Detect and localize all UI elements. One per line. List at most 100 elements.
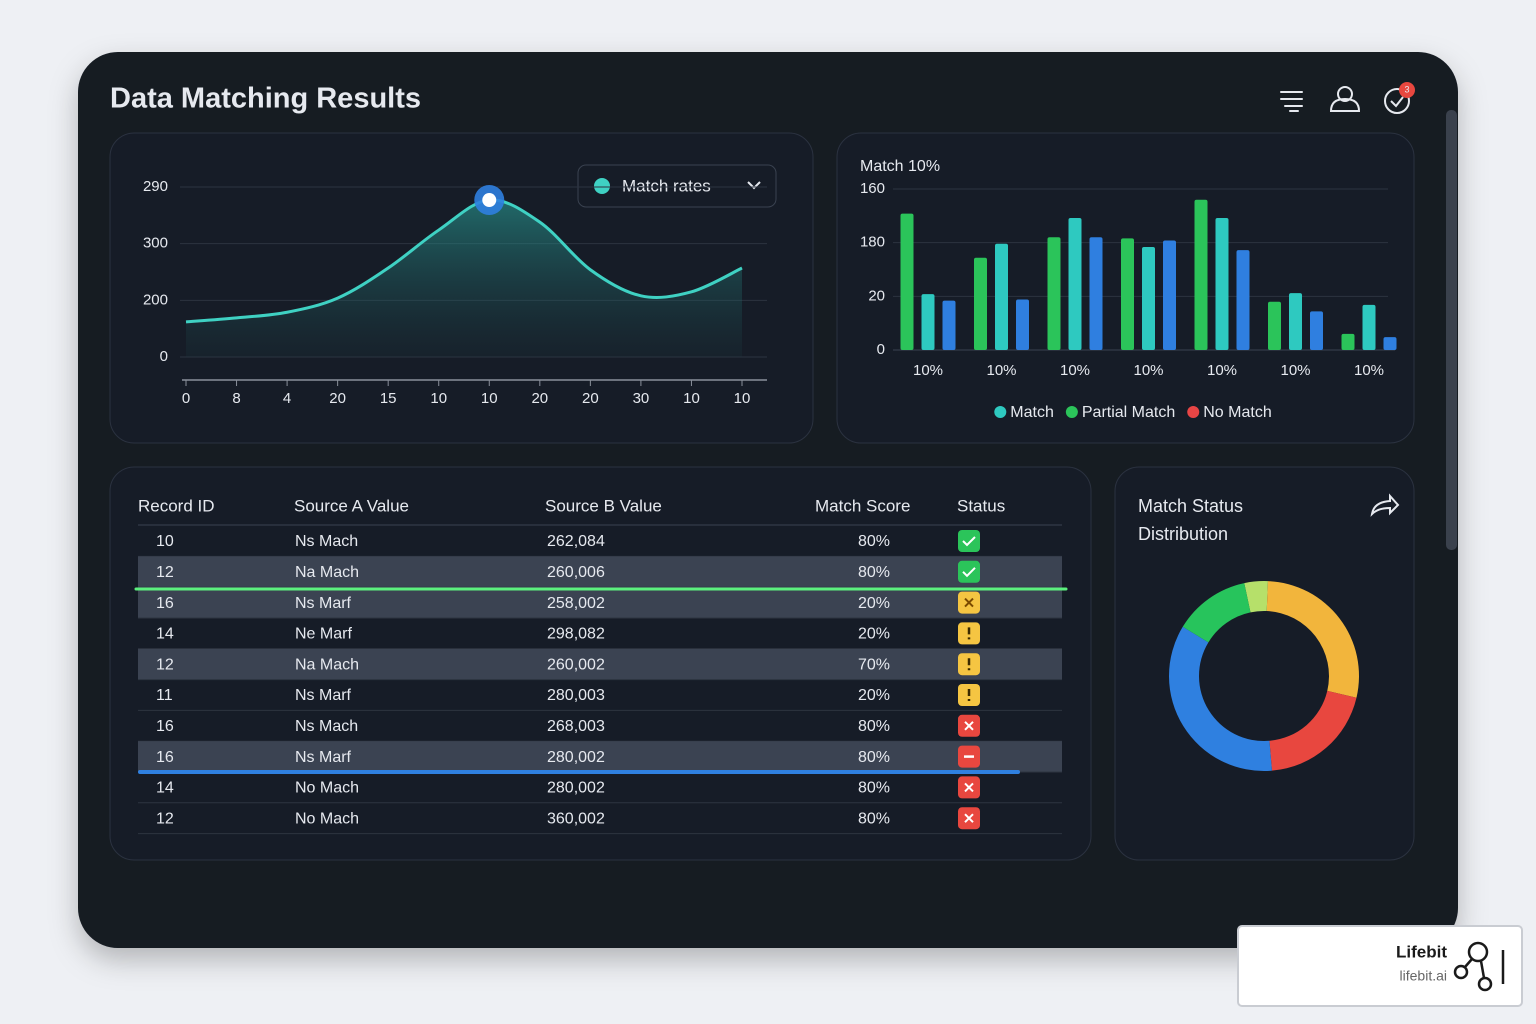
table-cell: No Mach bbox=[295, 810, 359, 827]
table-cell: 16 bbox=[156, 595, 174, 612]
status-icon bbox=[958, 807, 980, 830]
table-cell: 20% bbox=[858, 687, 890, 704]
x-tick-label: 10 bbox=[481, 390, 498, 407]
donut-card bbox=[1114, 466, 1415, 861]
status-icon bbox=[958, 530, 980, 552]
x-tick-label: 10% bbox=[986, 362, 1016, 379]
table-cell: 80% bbox=[858, 810, 890, 827]
table-cell: Na Mach bbox=[295, 656, 359, 673]
table-cell: Ns Mach bbox=[295, 533, 358, 550]
donut-title: Match Status Distribution bbox=[1138, 496, 1244, 544]
x-tick-label: 10 bbox=[683, 390, 700, 407]
bar bbox=[900, 213, 914, 350]
series-dropdown[interactable]: Match rates bbox=[577, 164, 777, 208]
row-highlight bbox=[138, 741, 1062, 772]
table-cell: 262,084 bbox=[547, 533, 605, 550]
area bbox=[186, 199, 742, 357]
title: Data Matching Results bbox=[110, 83, 421, 115]
bar bbox=[1341, 333, 1355, 350]
table-cell: 80% bbox=[858, 533, 890, 550]
bar bbox=[1142, 246, 1155, 350]
share-icon[interactable] bbox=[1370, 493, 1400, 517]
bar bbox=[1016, 299, 1029, 350]
x-tick-label: 10% bbox=[1280, 362, 1310, 379]
column-header: Source A Value bbox=[294, 496, 409, 515]
table-cell: 12 bbox=[156, 564, 174, 581]
table-cell: 70% bbox=[858, 656, 890, 673]
bar bbox=[1068, 217, 1082, 350]
row-highlight bbox=[138, 587, 1062, 618]
bar bbox=[995, 243, 1008, 350]
y-tick-label: 290 bbox=[143, 178, 168, 195]
table-cell: 20% bbox=[858, 626, 890, 643]
legend-label: Match bbox=[1010, 404, 1054, 421]
filter-icon[interactable] bbox=[1280, 91, 1303, 112]
table-cell: 20% bbox=[858, 595, 890, 612]
y-tick-label: 300 bbox=[143, 235, 168, 252]
bar bbox=[1089, 237, 1103, 350]
x-tick-label: 10% bbox=[1207, 362, 1237, 379]
x-tick-label: 20 bbox=[329, 390, 346, 407]
status-bg bbox=[958, 560, 980, 583]
bar bbox=[1047, 237, 1061, 350]
x-tick-label: 8 bbox=[232, 390, 240, 407]
status-glyph bbox=[964, 721, 974, 731]
legend-label: No Match bbox=[1203, 404, 1271, 421]
brand-badge[interactable] bbox=[1237, 925, 1523, 1007]
status-icon bbox=[958, 560, 980, 583]
donut-segment bbox=[1169, 626, 1272, 771]
scrollbar[interactable] bbox=[1446, 110, 1457, 550]
donut-segment bbox=[1266, 581, 1359, 698]
table-cell: 360,002 bbox=[547, 810, 605, 827]
y-tick-label: 0 bbox=[160, 348, 168, 365]
bar bbox=[1121, 238, 1134, 350]
table-cell: Ns Mach bbox=[295, 718, 358, 735]
legend-marker bbox=[1187, 406, 1200, 418]
x-tick-label: 30 bbox=[633, 390, 650, 407]
status-glyph bbox=[964, 597, 974, 608]
table-cell: 16 bbox=[156, 749, 174, 766]
status-icon bbox=[958, 653, 980, 676]
legend-marker bbox=[1065, 406, 1078, 418]
donut-segment bbox=[1182, 583, 1251, 643]
table-cell: Ns Marf bbox=[295, 749, 352, 766]
x-tick-label: 4 bbox=[283, 390, 291, 407]
table-cell: No Mach bbox=[295, 780, 359, 797]
table-cell: 280,002 bbox=[547, 780, 605, 797]
notification-icon[interactable]: 3 bbox=[1384, 82, 1415, 114]
table-cell: 298,082 bbox=[547, 626, 605, 643]
status-icon bbox=[958, 776, 980, 799]
table-cell: 80% bbox=[858, 718, 890, 735]
column-header: Source B Value bbox=[545, 496, 662, 515]
x-tick-label: 10 bbox=[734, 390, 751, 407]
y-tick-label: 20 bbox=[868, 287, 885, 304]
line bbox=[185, 198, 743, 324]
donut-segment bbox=[1244, 581, 1268, 613]
row-highlight bbox=[138, 556, 1062, 588]
user-icon[interactable] bbox=[1329, 86, 1361, 112]
status-icon bbox=[958, 714, 980, 737]
status-glyph bbox=[962, 567, 976, 578]
donut-segment bbox=[1269, 690, 1357, 771]
row-highlight bbox=[138, 648, 1062, 680]
bar bbox=[1163, 240, 1176, 350]
table-cell: Ns Marf bbox=[295, 687, 352, 704]
x-tick-label: 0 bbox=[182, 390, 190, 407]
y-tick-label: 160 bbox=[860, 180, 885, 197]
table-cell: 12 bbox=[156, 656, 174, 673]
bar bbox=[1215, 217, 1229, 350]
table-cell: 14 bbox=[156, 626, 174, 643]
table-cell: 258,002 bbox=[547, 595, 605, 612]
brand-url: lifebit.ai bbox=[1400, 968, 1447, 984]
column-header: Match Score bbox=[815, 496, 910, 515]
y-tick-label: 180 bbox=[860, 234, 885, 251]
notification-count: 3 bbox=[1404, 84, 1409, 94]
status-glyph bbox=[964, 782, 974, 793]
bar bbox=[921, 294, 935, 350]
bar bbox=[1268, 301, 1281, 350]
status-glyph bbox=[962, 536, 976, 547]
table-cell: 80% bbox=[858, 780, 890, 797]
bar bbox=[1362, 304, 1376, 350]
